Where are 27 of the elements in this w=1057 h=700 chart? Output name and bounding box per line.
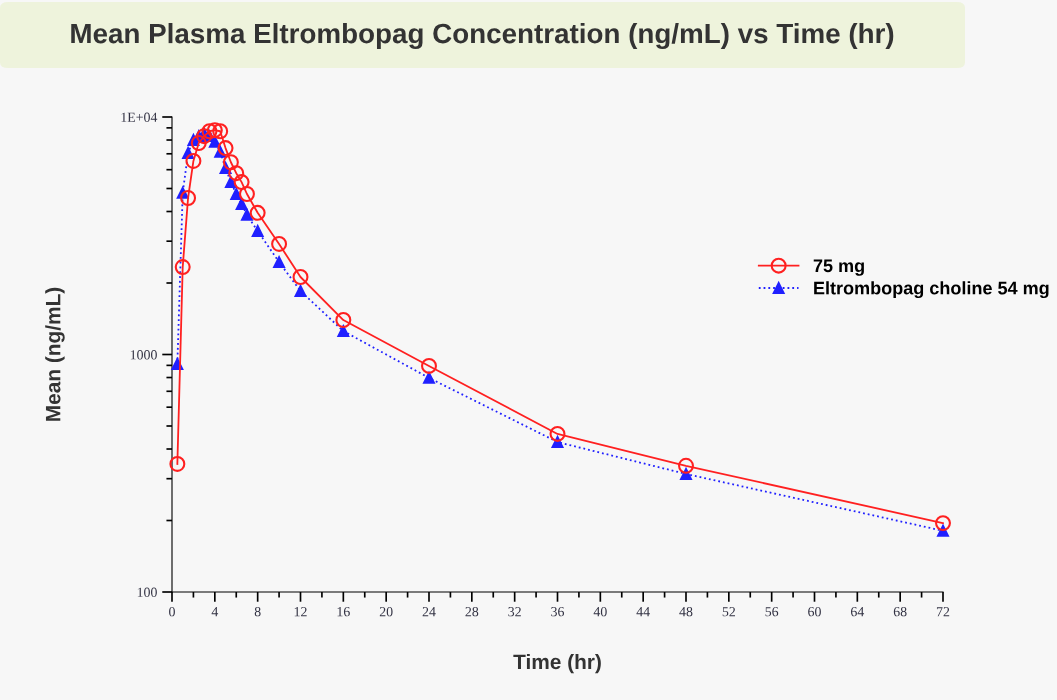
x-axis-title: Time (hr) (513, 653, 601, 674)
x-tick-label: 0 (169, 606, 175, 617)
x-tick-label: 48 (679, 606, 693, 617)
x-tick-label: 56 (765, 607, 779, 617)
x-tick-label: 16 (337, 607, 350, 617)
chart-title: Mean Plasma Eltrombopag Concentration (ng/mL) vs Time (hr) (71, 22, 894, 50)
x-tick-label: 20 (379, 606, 393, 617)
x-tick-label: 64 (850, 607, 865, 617)
y-tick-label: 100 (137, 587, 157, 597)
x-tick-label: 68 (893, 606, 907, 617)
y-tick-label: 1000 (130, 350, 157, 360)
x-tick-label: 44 (636, 607, 650, 617)
x-tick-label: 12 (294, 607, 307, 617)
legend-label: 75 mg (813, 259, 864, 276)
x-tick-label: 28 (465, 606, 479, 617)
y-axis-title: Mean (ng/mL) (45, 287, 65, 421)
x-tick-label: 72 (936, 607, 950, 617)
x-tick-label: 32 (508, 607, 521, 617)
legend-label: Eltrombopag choline 54 mg (814, 281, 1049, 299)
x-tick-label: 36 (551, 607, 565, 617)
y-tick-label: 1E+04 (121, 112, 158, 122)
x-tick-label: 60 (808, 606, 821, 617)
x-tick-label: 24 (422, 607, 436, 617)
x-tick-label: 52 (722, 607, 736, 617)
x-tick-label: 40 (593, 606, 607, 617)
x-tick-label: 8 (254, 606, 261, 617)
x-tick-label: 4 (211, 607, 219, 617)
